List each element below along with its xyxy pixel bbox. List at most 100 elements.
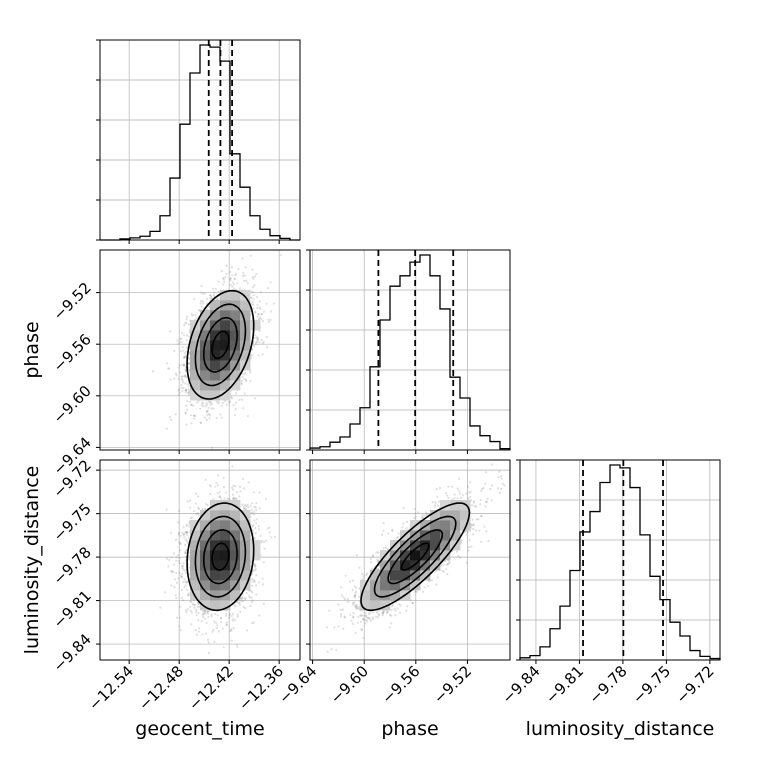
sample-point (222, 283, 225, 286)
contour-3 (186, 289, 255, 400)
sample-point (238, 398, 241, 401)
sample-point (209, 401, 213, 404)
density-bin (240, 290, 251, 301)
sample-point (260, 338, 263, 342)
sample-point (225, 614, 228, 617)
sample-point (175, 597, 178, 600)
sample-point (251, 601, 254, 604)
sample-point (234, 496, 237, 500)
sample-point (254, 564, 257, 568)
sample-point (184, 321, 187, 324)
density-bin (220, 360, 231, 371)
sample-point (256, 306, 259, 309)
sample-point (181, 375, 184, 378)
sample-point (261, 353, 264, 356)
sample-point (197, 611, 200, 615)
sample-point (253, 505, 256, 508)
sample-point (209, 492, 212, 495)
histogram-phase (306, 249, 511, 454)
sample-point (267, 287, 270, 290)
sample-point (202, 612, 205, 615)
sample-point (185, 339, 188, 342)
density-bin (230, 350, 241, 361)
sample-point (198, 627, 201, 630)
sample-point (253, 397, 257, 400)
panel-frame (99, 39, 301, 241)
sample-point (177, 577, 180, 580)
sample-point (190, 422, 193, 425)
sample-point (257, 313, 260, 316)
sample-point (236, 282, 239, 285)
sample-point (177, 560, 180, 563)
sample-point (180, 377, 183, 381)
density-bin (220, 320, 231, 331)
panel-frame (519, 459, 721, 661)
sample-point (233, 278, 236, 281)
density-bin (210, 350, 221, 361)
sample-point (244, 266, 247, 269)
sample-point (236, 645, 239, 649)
sample-point (200, 620, 203, 623)
sample-point (180, 386, 183, 389)
sample-point (242, 274, 245, 277)
sample-point (188, 369, 191, 372)
sample-point (257, 525, 260, 528)
sample-point (214, 287, 217, 291)
sample-point (262, 320, 265, 323)
sample-point (250, 354, 253, 357)
sample-point (177, 533, 180, 536)
sample-point (189, 414, 193, 417)
sample-point (252, 298, 255, 301)
density-bin (240, 340, 251, 351)
sample-point (238, 287, 241, 290)
sample-point (185, 423, 188, 426)
sample-point (256, 296, 259, 299)
density-bin (220, 350, 231, 361)
sample-point (170, 570, 173, 574)
sample-point (167, 565, 170, 568)
sample-point (178, 571, 181, 575)
sample-point (235, 490, 238, 494)
sample-point (222, 278, 225, 281)
sample-point (229, 400, 232, 403)
sample-point (251, 291, 254, 294)
sample-point (203, 416, 206, 419)
sample-point (193, 417, 196, 420)
density-bin (230, 360, 241, 371)
sample-point (216, 624, 219, 627)
sample-point (204, 632, 208, 635)
sample-point (249, 380, 252, 383)
sample-point (229, 270, 232, 273)
sample-point (232, 283, 236, 286)
density-bin (200, 320, 211, 331)
sample-point (232, 627, 235, 630)
sample-point (170, 584, 173, 587)
sample-point (197, 630, 201, 633)
sample-point (231, 281, 234, 284)
sample-point (181, 379, 184, 382)
sample-point (244, 507, 247, 510)
density-bin (190, 330, 201, 341)
sample-point (178, 341, 181, 344)
sample-point (178, 557, 181, 560)
sample-point (252, 621, 255, 624)
sample-point (207, 412, 210, 415)
scatter-geocent_time-luminosity_distance (96, 459, 301, 664)
sample-point (186, 594, 189, 597)
sample-point (176, 342, 180, 346)
sample-point (254, 334, 257, 337)
density-bin (220, 380, 231, 391)
sample-point (205, 410, 208, 413)
sample-point (180, 596, 183, 599)
density-bin (190, 340, 201, 351)
sample-point (200, 284, 203, 287)
sample-point (188, 400, 191, 404)
density-bin (200, 380, 211, 391)
sample-point (197, 309, 200, 312)
histogram-line-phase (309, 254, 511, 450)
density-bin (210, 340, 221, 351)
sample-point (180, 575, 184, 578)
density-bin (210, 300, 221, 311)
sample-point (180, 576, 183, 579)
sample-point (185, 580, 188, 583)
